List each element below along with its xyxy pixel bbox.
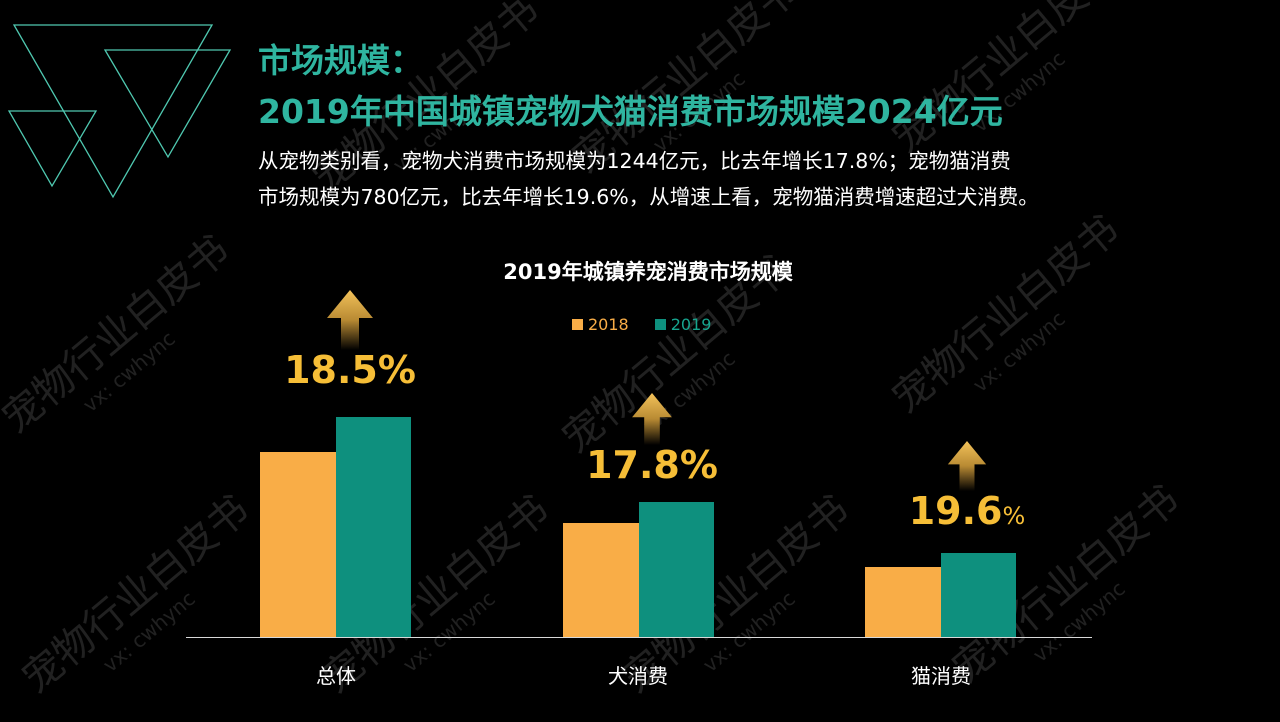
description-line: 从宠物类别看，宠物犬消费市场规模为1244亿元，比去年增长17.8%；宠物猫消费 (258, 149, 1011, 173)
legend-item-2018: 2018 (572, 315, 629, 334)
growth-rate-dog: 17.8% (586, 443, 718, 487)
up-arrow-icon (632, 393, 672, 445)
legend-label: 2019 (670, 315, 712, 334)
bar-2019-2 (940, 552, 1016, 638)
growth-rate-cat: 19.6% (908, 489, 1026, 533)
legend-swatch-2019 (654, 319, 666, 330)
up-arrow-icon (327, 290, 373, 350)
legend-label: 2018 (588, 315, 629, 334)
plot-area (186, 280, 1092, 638)
x-axis-line (186, 637, 1092, 638)
decorative-triangles-icon (7, 24, 232, 199)
bar-2018-2 (865, 566, 941, 638)
description: 从宠物类别看，宠物犬消费市场规模为1244亿元，比去年增长17.8%；宠物猫消费… (258, 143, 1178, 215)
x-label-dog: 犬消费 (608, 664, 668, 688)
bar-2019-1 (638, 502, 714, 638)
bar-2019-0 (335, 417, 411, 638)
growth-rate-total: 18.5% (284, 348, 416, 392)
up-arrow-icon (947, 441, 987, 491)
chart-legend: 2018 2019 (572, 315, 711, 334)
legend-swatch-2018 (572, 319, 583, 330)
x-label-total: 总体 (316, 664, 356, 688)
bar-2018-1 (563, 522, 639, 638)
growth-annotation-cat: 19.6% (897, 441, 1037, 536)
page-title: 2019年中国城镇宠物犬猫消费市场规模2024亿元 (258, 92, 1003, 131)
bar-2018-0 (260, 451, 336, 638)
page-title-prefix: 市场规模： (258, 41, 423, 80)
x-label-cat: 猫消费 (911, 664, 971, 688)
chart-title: 2019年城镇养宠消费市场规模 (503, 260, 793, 284)
description-line: 市场规模为780亿元，比去年增长19.6%，从增速上看，宠物猫消费增速超过犬消费… (258, 185, 1039, 209)
growth-annotation-dog: 17.8% (582, 393, 722, 485)
growth-annotation-total: 18.5% (280, 290, 420, 390)
legend-item-2019: 2019 (654, 315, 712, 334)
